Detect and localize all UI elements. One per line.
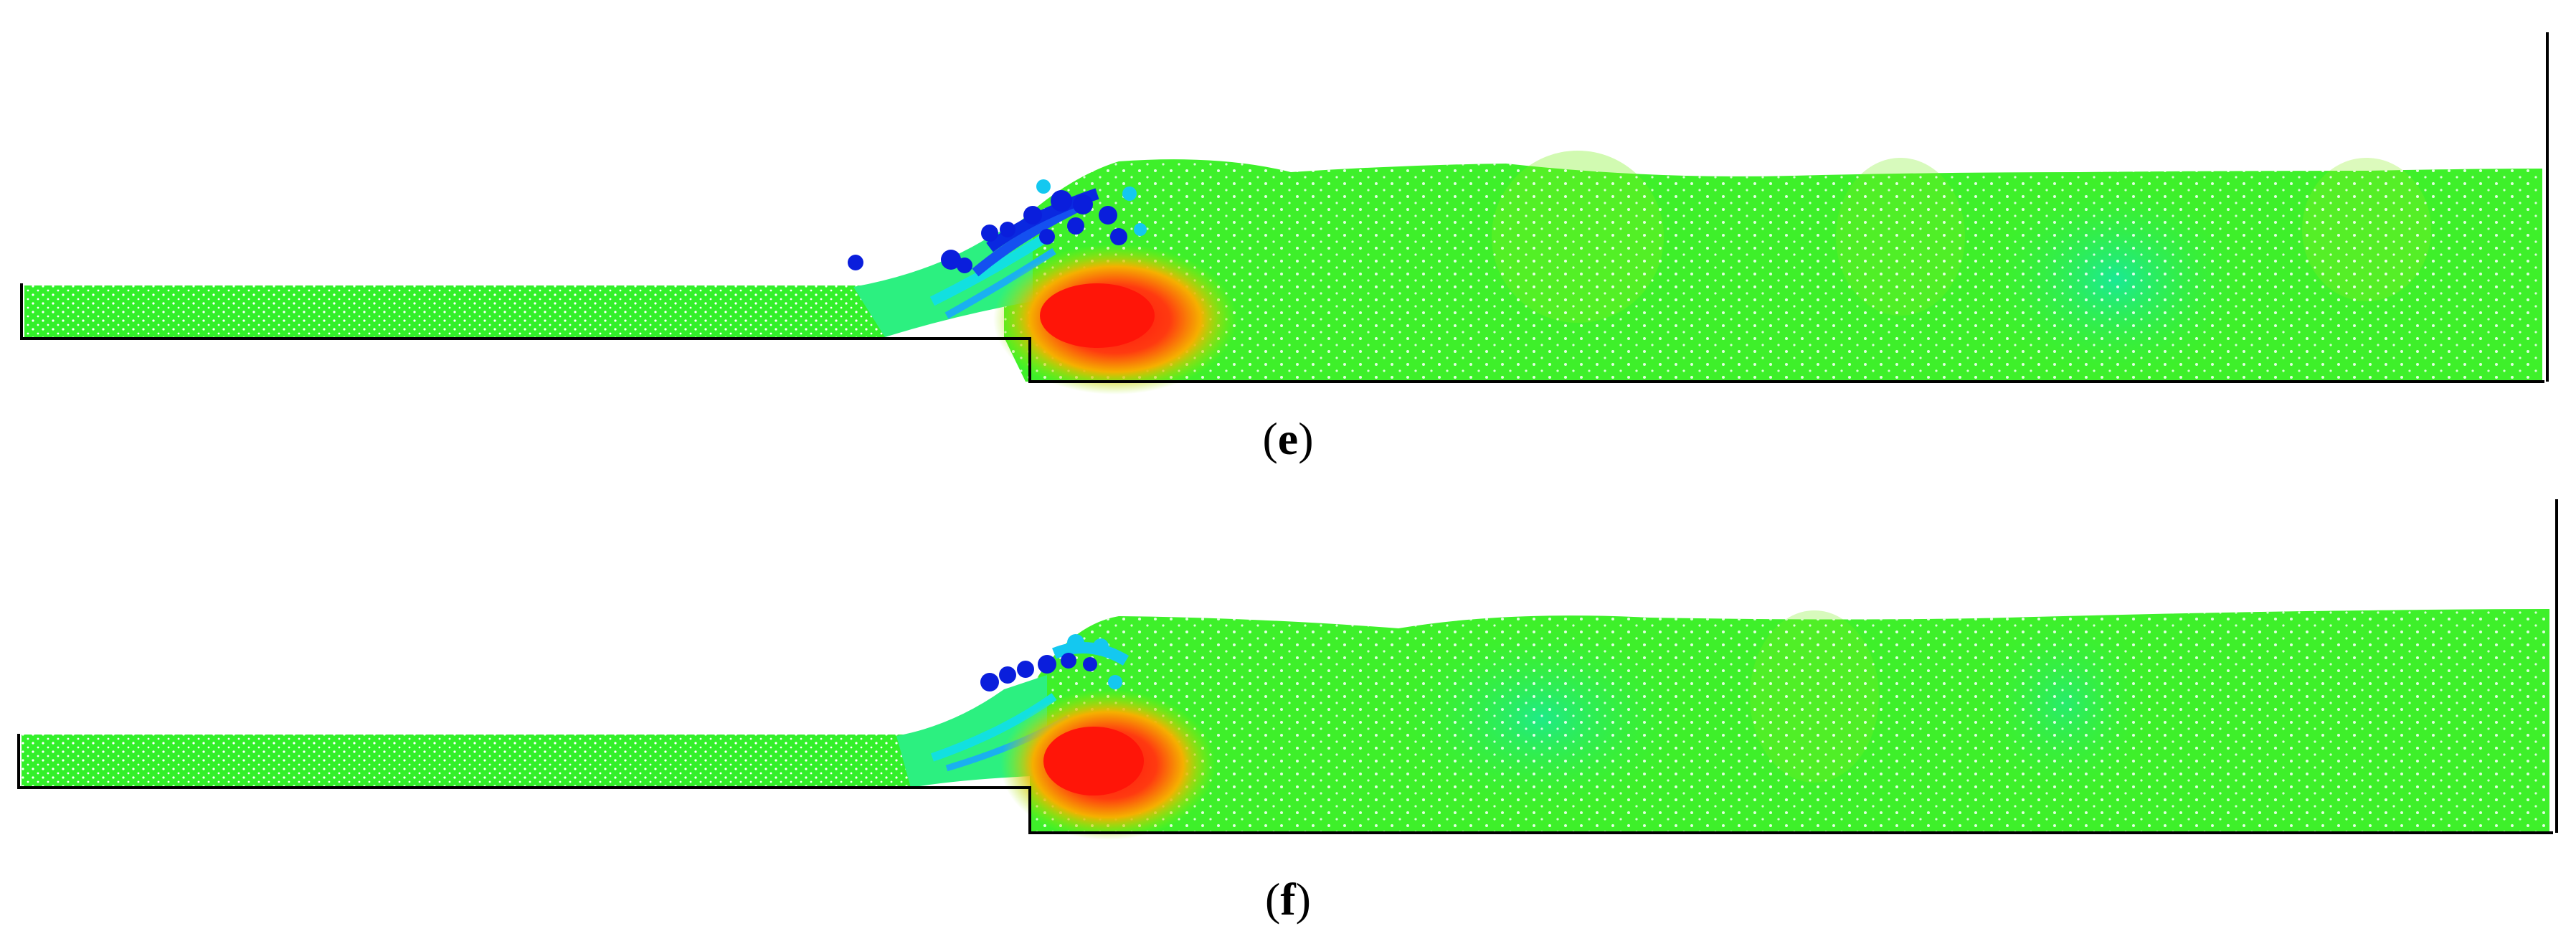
jet-streaks xyxy=(853,215,1033,337)
caption-f: (f) xyxy=(1265,874,1311,925)
caption-e: (e) xyxy=(1262,413,1314,464)
simulation-f xyxy=(17,499,2558,840)
droplets-blue xyxy=(848,190,1127,273)
channel-walls xyxy=(17,499,2558,834)
panel-f: (f) xyxy=(0,474,2576,949)
panel-e: (e) xyxy=(0,0,2576,474)
channel-walls xyxy=(20,32,2549,383)
droplets-blue xyxy=(980,653,1097,691)
upstream-flow xyxy=(22,735,911,788)
simulation-e xyxy=(20,32,2549,395)
upstream-flow xyxy=(24,285,885,337)
